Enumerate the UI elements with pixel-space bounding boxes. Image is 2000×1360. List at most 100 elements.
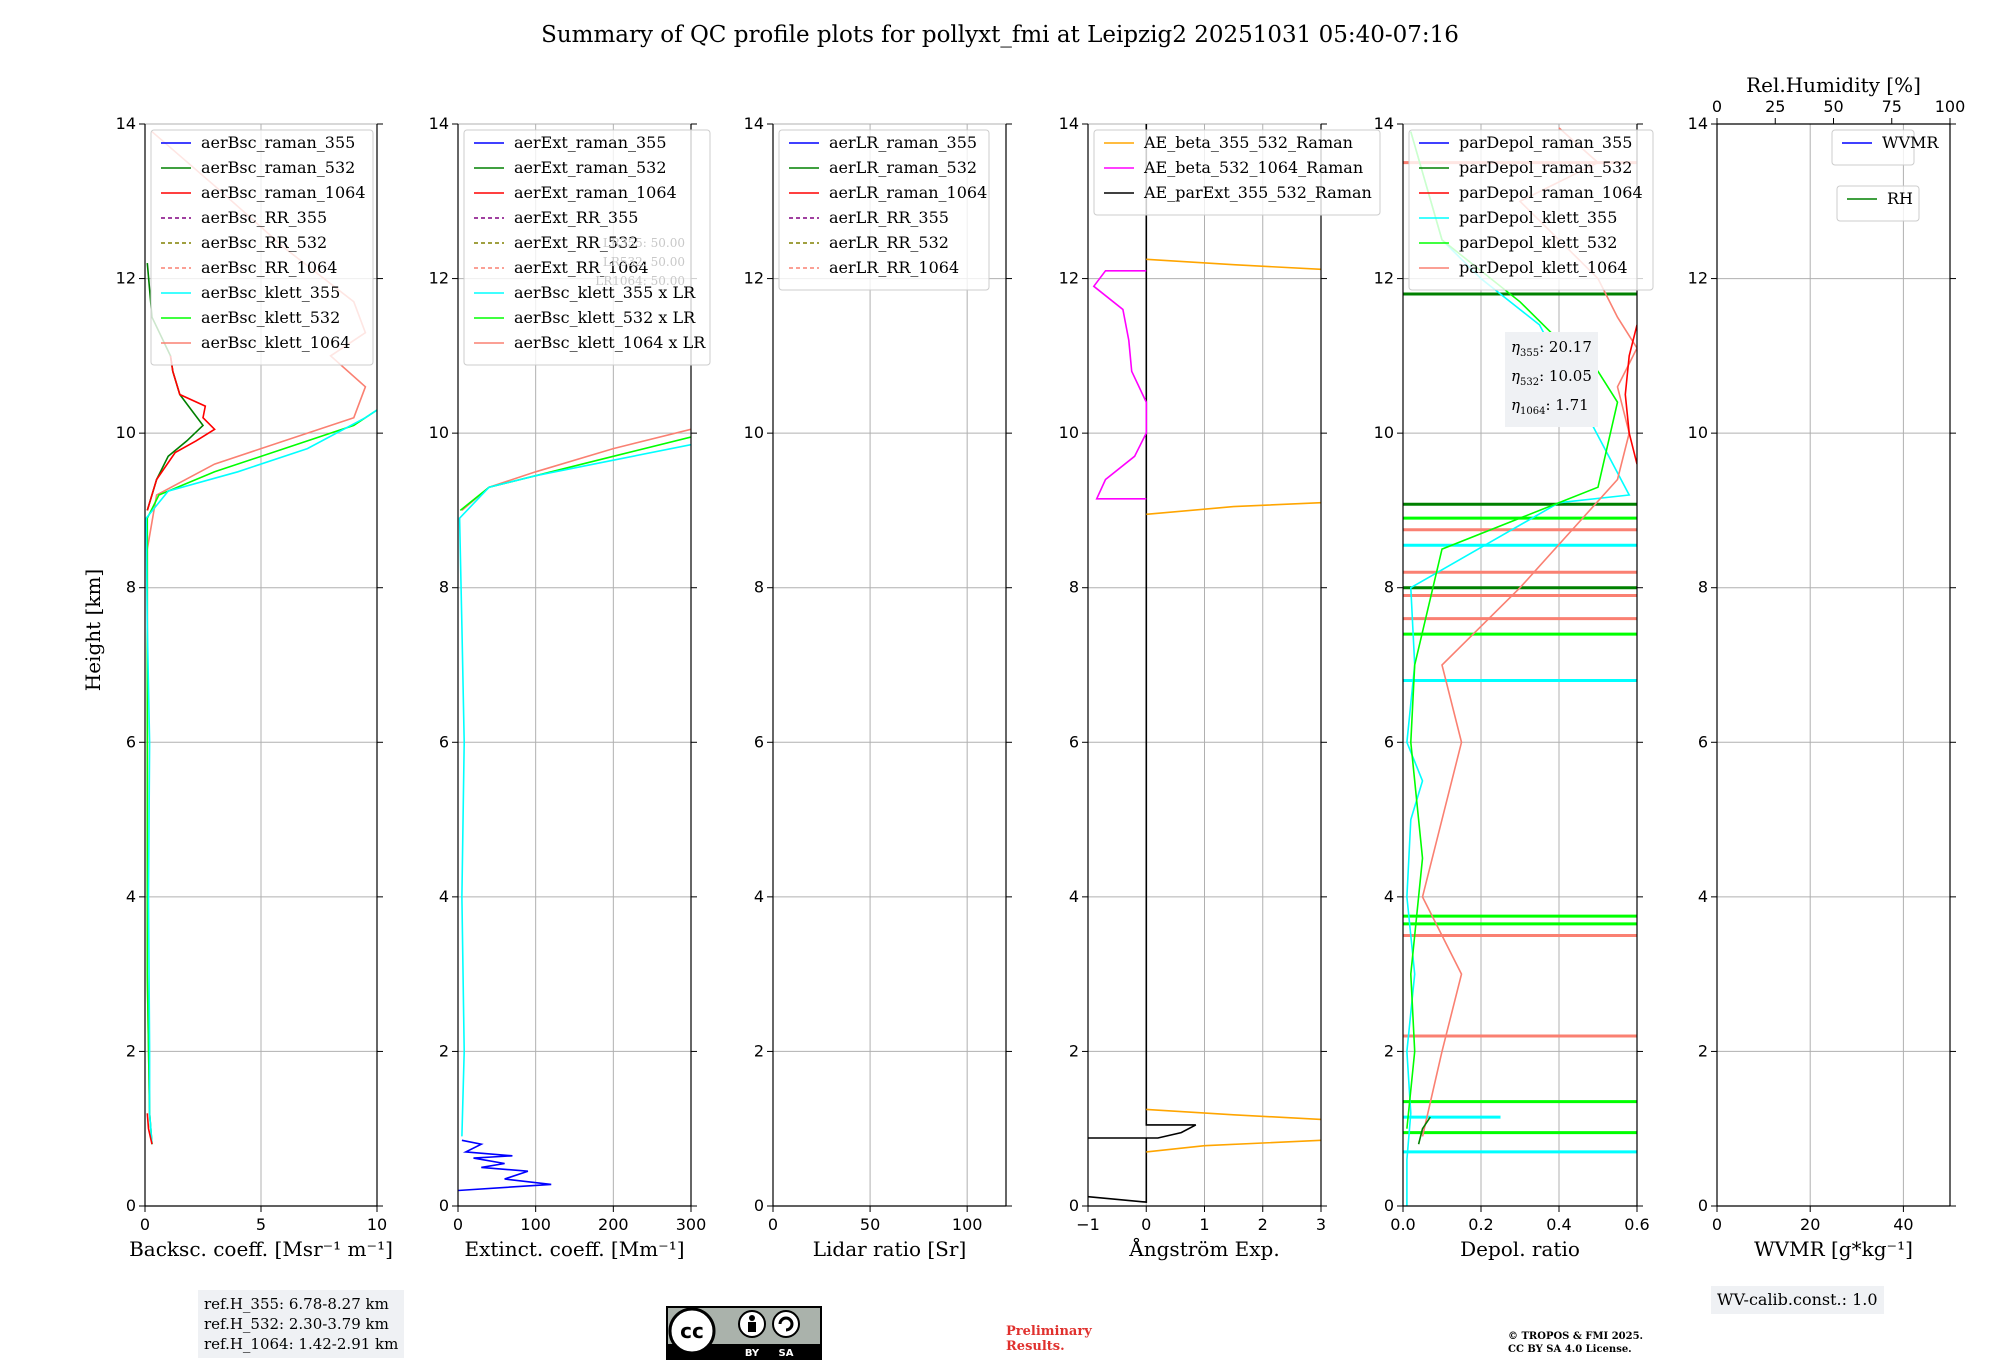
legend-label: aerBsc_RR_355 xyxy=(201,208,327,227)
preliminary-line-2: Results. xyxy=(1006,1339,1065,1354)
x-axis-label-ae: Ångström Exp. xyxy=(1128,1236,1279,1261)
y-tick-label: 12 xyxy=(744,269,764,288)
series-parDepol_raman_1064 xyxy=(1624,324,1637,465)
legend-label: AE_beta_532_1064_Raman xyxy=(1143,158,1363,177)
y-tick-label: 6 xyxy=(439,732,449,751)
x-axis-label-depol: Depol. ratio xyxy=(1460,1237,1580,1261)
top-tick-label: 50 xyxy=(1823,97,1843,116)
x-tick-label: 100 xyxy=(952,1215,983,1234)
top-tick-label: 75 xyxy=(1882,97,1902,116)
plot-area-ext: 0 2 4 6 8 10 12 14 0 100 200 300 Extinct. coeff. [Mm… xyxy=(429,114,711,1261)
x-tick-label: 20 xyxy=(1800,1215,1820,1234)
legend-box xyxy=(778,129,990,291)
series-aerBsc_klett_355 xyxy=(145,409,377,1145)
x-tick-label: 50 xyxy=(860,1215,880,1234)
legend-label: aerLR_RR_355 xyxy=(829,208,949,227)
legend-label: aerLR_raman_532 xyxy=(829,158,977,177)
series-aerBsc_klett_1064 x LR xyxy=(461,428,691,512)
legend-label: aerBsc_raman_532 xyxy=(201,158,355,177)
y-tick-label: 2 xyxy=(126,1041,136,1060)
plot-area-bsc: 0 2 4 6 8 10 12 14 0 5 10 Backsc. coeff. [Msr⁻¹ m⁻¹… xyxy=(116,114,393,1261)
series-parDepol_klett_532 xyxy=(1406,131,1619,1129)
legend-label: aerBsc_RR_532 xyxy=(201,233,327,252)
y-tick-label: 0 xyxy=(1698,1196,1708,1215)
y-axis-label-text: Height [km] xyxy=(81,569,105,691)
legend-label: aerBsc_klett_532 xyxy=(201,308,340,327)
eta-box: η355: 20.17 η532: 10.05 η1064: 1.71 xyxy=(1505,332,1598,427)
plot-area-depol: 0 2 4 6 8 10 12 14 0.0 0.2 0.4 0.6 Depol. ratio parDe… xyxy=(1374,114,1654,1261)
y-tick-label: 4 xyxy=(439,887,449,906)
y-tick-label: 14 xyxy=(1059,114,1079,133)
x-tick-label: 3 xyxy=(1316,1215,1326,1234)
legend-label: parDepol_raman_1064 xyxy=(1459,183,1643,202)
y-tick-label: 4 xyxy=(754,887,764,906)
legend-label: aerLR_raman_1064 xyxy=(829,183,987,202)
y-tick-label: 8 xyxy=(126,578,136,597)
x-tick-label: 0 xyxy=(140,1215,150,1234)
y-tick-label: 0 xyxy=(1384,1196,1394,1215)
y-tick-label: 4 xyxy=(1698,887,1708,906)
x-tick-label: 100 xyxy=(520,1215,551,1234)
y-tick-label: 10 xyxy=(744,423,764,442)
cc-circle-icon xyxy=(668,1307,716,1355)
preliminary-results-note: Preliminary Results. xyxy=(1006,1324,1092,1354)
legend-label: AE_parExt_355_532_Raman xyxy=(1143,183,1372,202)
series-AE_beta_355_532_Raman_c xyxy=(1146,501,1321,516)
y-tick-label: 12 xyxy=(429,269,449,288)
figure-title: Summary of QC profile plots for pollyxt_… xyxy=(541,22,1459,48)
series-parDepol_raman_532 xyxy=(1417,1116,1431,1145)
lr-annotation: LR355: 50.00 xyxy=(603,236,685,250)
y-tick-label: 6 xyxy=(754,732,764,751)
legend-label: parDepol_klett_1064 xyxy=(1459,258,1628,277)
series-AE_beta_355_532_Raman_b xyxy=(1146,1108,1321,1121)
chart-panel-lidar-ratio: 0 2 4 6 8 10 12 14 0 50 100 Lidar ratio [Sr] aerLR_r… xyxy=(744,114,1012,1261)
x-axis-label-lr: Lidar ratio [Sr] xyxy=(813,1237,967,1261)
x-axis-label-ext: Extinct. coeff. [Mm⁻¹] xyxy=(464,1237,684,1261)
x-tick-label: 200 xyxy=(598,1215,629,1234)
top-tick-label: 25 xyxy=(1765,97,1785,116)
legend-label: aerExt_raman_532 xyxy=(514,158,667,177)
top-tick-label: 0 xyxy=(1712,97,1722,116)
legend-label: aerBsc_RR_1064 xyxy=(201,258,337,277)
x-tick-label: 0.2 xyxy=(1468,1215,1493,1234)
y-tick-label: 2 xyxy=(754,1041,764,1060)
y-axis-label: Height [km] xyxy=(81,569,105,691)
chart-panel-depol: 0 2 4 6 8 10 12 14 0.0 0.2 0.4 0.6 Depol. ratio parDe… xyxy=(1374,114,1654,1261)
legend-label: aerLR_RR_1064 xyxy=(829,258,959,277)
wv-calib-box: WV-calib.const.: 1.0 xyxy=(1711,1286,1884,1314)
legend-label: parDepol_raman_532 xyxy=(1459,158,1632,177)
legend-box xyxy=(150,129,374,366)
y-tick-label: 12 xyxy=(1688,269,1708,288)
y-tick-label: 0 xyxy=(754,1196,764,1215)
legend-label: RH xyxy=(1887,189,1913,208)
eta-355: η355: 20.17 xyxy=(1511,338,1592,359)
y-tick-label: 0 xyxy=(439,1196,449,1215)
copyright-line-2: CC BY SA 4.0 License. xyxy=(1508,1344,1632,1355)
legend-label: parDepol_klett_355 xyxy=(1459,208,1617,227)
x-tick-label: −1 xyxy=(1076,1215,1100,1234)
y-tick-label: 10 xyxy=(116,423,136,442)
legend-label: aerBsc_klett_355 x LR xyxy=(514,283,696,302)
y-tick-label: 8 xyxy=(439,578,449,597)
y-tick-label: 4 xyxy=(126,887,136,906)
ref-height-532: ref.H_532: 2.30-3.79 km xyxy=(204,1315,389,1333)
top-tick-label: 100 xyxy=(1935,97,1966,116)
ref-height-1064: ref.H_1064: 1.42-2.91 km xyxy=(204,1335,399,1353)
legend-label: WVMR xyxy=(1882,133,1939,152)
y-tick-label: 10 xyxy=(429,423,449,442)
lr-annotation: LR1064: 50.00 xyxy=(595,274,685,288)
cc-letters-icon: cc xyxy=(680,1319,704,1343)
y-tick-label: 10 xyxy=(1688,423,1708,442)
legend-box xyxy=(1093,129,1381,216)
y-tick-label: 8 xyxy=(754,578,764,597)
preliminary-line-1: Preliminary xyxy=(1006,1324,1092,1339)
cc-license-logo: cc BY SA xyxy=(666,1306,822,1360)
x-tick-label: 40 xyxy=(1893,1215,1913,1234)
y-tick-label: 6 xyxy=(126,732,136,751)
legend-label: aerBsc_klett_355 xyxy=(201,283,340,302)
y-tick-label: 8 xyxy=(1384,578,1394,597)
